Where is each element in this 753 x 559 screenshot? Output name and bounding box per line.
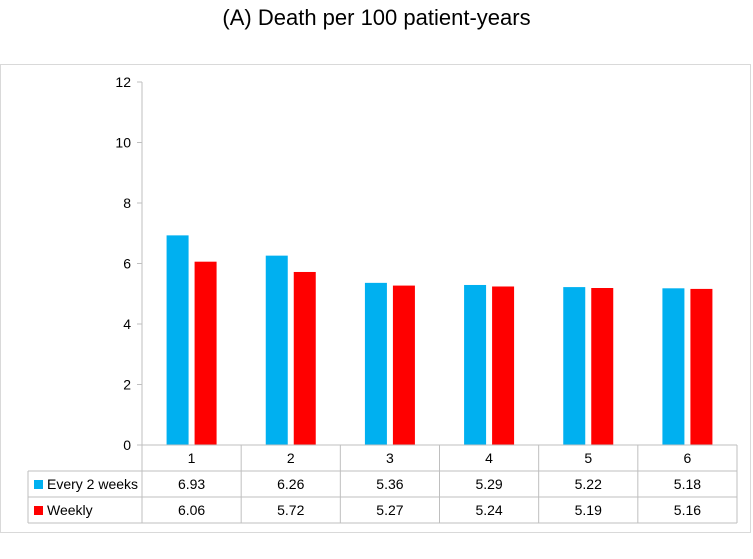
legend-label: Weekly (47, 502, 93, 518)
bar-weekly (393, 286, 415, 445)
x-category-label: 6 (684, 450, 692, 466)
y-tick-label: 6 (123, 256, 131, 272)
data-table-value: 5.72 (277, 502, 304, 518)
bar-weekly (195, 262, 217, 445)
bar-weekly (690, 289, 712, 445)
x-category-label: 3 (386, 450, 394, 466)
bar-every-2-weeks (365, 283, 387, 445)
bar-every-2-weeks (563, 287, 585, 445)
data-table-value: 5.27 (376, 502, 403, 518)
data-table-value: 5.24 (475, 502, 502, 518)
bar-every-2-weeks (662, 288, 684, 445)
bar-weekly (294, 272, 316, 445)
data-table-value: 5.19 (575, 502, 602, 518)
data-table-value: 5.36 (376, 476, 403, 492)
data-table-value: 5.29 (475, 476, 502, 492)
bar-every-2-weeks (464, 285, 486, 445)
bar-weekly (591, 288, 613, 445)
y-tick-label: 12 (115, 74, 131, 90)
data-table-value: 5.22 (575, 476, 602, 492)
data-table-value: 6.06 (178, 502, 205, 518)
x-category-label: 1 (188, 450, 196, 466)
bar-every-2-weeks (266, 256, 288, 445)
legend-key-every-2-weeks (34, 480, 43, 489)
y-tick-label: 10 (115, 135, 131, 151)
data-table-value: 6.26 (277, 476, 304, 492)
y-tick-label: 8 (123, 195, 131, 211)
data-table-value: 5.18 (674, 476, 701, 492)
x-category-label: 2 (287, 450, 295, 466)
bar-every-2-weeks (167, 235, 189, 445)
bar-weekly (492, 286, 514, 445)
y-tick-label: 4 (123, 316, 131, 332)
legend-label: Every 2 weeks (47, 476, 138, 492)
y-tick-label: 2 (123, 377, 131, 393)
x-category-label: 4 (485, 450, 493, 466)
data-table-value: 5.16 (674, 502, 701, 518)
y-tick-label: 0 (123, 437, 131, 453)
x-category-label: 5 (584, 450, 592, 466)
legend-key-weekly (34, 506, 43, 515)
data-table-value: 6.93 (178, 476, 205, 492)
